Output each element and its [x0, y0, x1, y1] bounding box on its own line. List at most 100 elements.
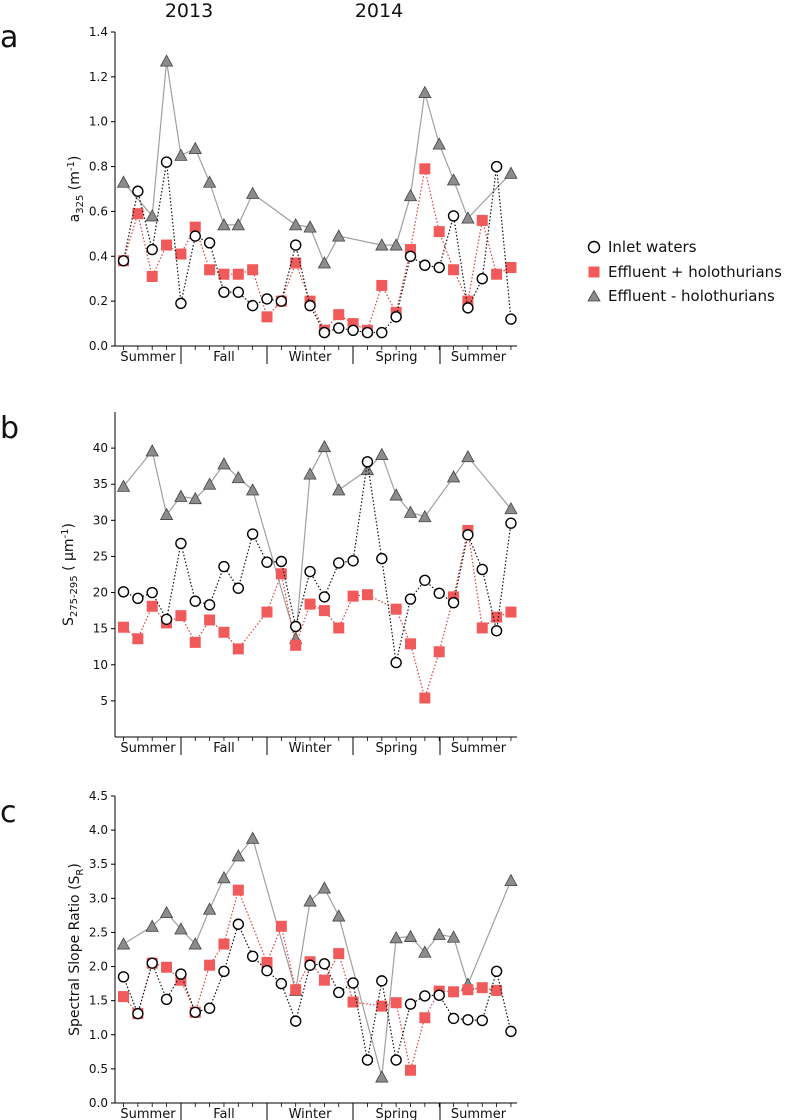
point-plus — [275, 568, 287, 580]
legend: Inlet waters Effluent + holothurians Eff… — [587, 238, 782, 305]
season-label: Spring — [376, 1107, 418, 1120]
y-axis-label: S275-295 ( µm-1) — [60, 523, 80, 626]
y-tick-label: 30 — [93, 513, 108, 527]
point-inlet — [476, 273, 488, 285]
point-plus — [476, 982, 488, 994]
point-minus — [116, 937, 131, 950]
y-axis-label-close: ) — [61, 523, 77, 528]
y-tick-label: 1.2 — [89, 70, 108, 84]
panel-a-chart: 0.0 0.2 0.4 0.6 0.8 1.0 1.2 1.4 Summer Fall Winter… — [66, 25, 518, 365]
year-label-2014: 2014 — [355, 0, 403, 22]
point-inlet — [146, 586, 158, 599]
point-plus — [318, 974, 330, 986]
point-inlet — [476, 563, 488, 576]
point-plus — [333, 309, 345, 321]
point-plus — [161, 961, 173, 973]
point-plus — [347, 996, 359, 1008]
series-line-inlet — [122, 162, 512, 334]
point-plus — [175, 610, 187, 622]
point-minus — [432, 137, 446, 150]
point-inlet — [261, 964, 273, 977]
point-inlet — [404, 250, 417, 262]
point-inlet — [175, 297, 187, 310]
point-plus — [247, 264, 259, 276]
point-plus — [218, 938, 230, 950]
point-minus — [245, 186, 260, 199]
point-inlet — [275, 295, 288, 307]
point-inlet — [447, 1012, 460, 1025]
point-minus — [332, 483, 346, 496]
season-label: Summer — [451, 1107, 507, 1120]
point-minus — [303, 894, 317, 907]
y-tick-label: 0.4 — [89, 249, 108, 263]
y-tick-label: 3.5 — [89, 857, 108, 871]
point-inlet — [232, 582, 245, 594]
season-label: Summer — [451, 350, 507, 365]
y-axis-label-unit: ) — [67, 863, 83, 868]
point-inlet — [203, 237, 216, 249]
point-minus — [446, 470, 461, 483]
season-label: Winter — [289, 350, 333, 365]
point-minus — [231, 470, 245, 484]
point-minus — [375, 1070, 389, 1083]
point-plus — [448, 986, 460, 998]
point-plus — [390, 603, 402, 615]
point-minus — [504, 501, 518, 515]
y-tick-label: 0.2 — [89, 294, 108, 308]
legend-item-inlet: Inlet waters — [587, 238, 697, 256]
point-inlet — [132, 185, 144, 197]
point-inlet — [404, 998, 417, 1010]
series-line-inlet — [122, 922, 512, 1061]
point-inlet — [390, 311, 402, 323]
point-inlet — [318, 326, 331, 339]
point-minus — [188, 141, 202, 155]
point-minus — [375, 447, 389, 461]
season-label: Spring — [376, 741, 418, 756]
season-label: Summer — [120, 741, 176, 756]
legend-marker-minus — [587, 289, 601, 302]
point-inlet — [505, 1025, 517, 1038]
point-inlet — [462, 529, 474, 541]
y-tick-label: 0.0 — [89, 1096, 108, 1110]
point-minus — [245, 831, 260, 844]
point-minus — [303, 220, 317, 233]
point-plus — [448, 264, 460, 276]
point-plus — [261, 606, 273, 618]
point-plus — [161, 239, 173, 251]
point-inlet — [447, 210, 460, 222]
y-tick-label: 10 — [93, 658, 108, 672]
season-label: Summer — [120, 350, 176, 365]
point-plus — [376, 279, 388, 291]
panel-c-chart: 0.0 0.5 1.0 1.5 2.0 2.5 3.0 3.5 4.0 4.5 Summer Fall… — [67, 789, 518, 1120]
point-minus — [202, 477, 217, 490]
point-plus — [189, 221, 201, 233]
point-inlet — [505, 517, 517, 529]
point-inlet — [189, 1006, 201, 1018]
point-plus — [462, 984, 474, 996]
point-plus — [290, 984, 302, 996]
point-plus — [132, 633, 144, 645]
point-inlet — [333, 557, 345, 569]
point-minus — [418, 85, 432, 98]
y-axis-label-sub: 325 — [75, 195, 86, 214]
point-inlet — [146, 957, 158, 969]
point-minus — [231, 218, 245, 231]
point-inlet — [347, 977, 359, 989]
point-minus — [159, 905, 174, 919]
point-plus — [146, 600, 158, 612]
point-inlet — [376, 975, 388, 987]
y-axis-label-unit: (m — [67, 171, 83, 195]
panel-b-chart: 5 10 15 20 25 30 35 40 Summer Fall Winter Spring Sum… — [60, 412, 518, 756]
point-plus — [204, 614, 216, 626]
point-plus — [275, 920, 287, 932]
point-inlet — [175, 537, 187, 550]
point-minus — [403, 188, 418, 202]
y-tick-label: 4.0 — [89, 823, 108, 837]
y-tick-label: 3.0 — [89, 891, 108, 905]
point-inlet — [433, 989, 445, 1001]
y-axis-label-main: S — [61, 617, 77, 626]
point-inlet — [447, 596, 460, 609]
point-inlet — [361, 1054, 374, 1066]
point-plus — [476, 214, 488, 226]
y-axis-label-close: ) — [67, 156, 83, 161]
